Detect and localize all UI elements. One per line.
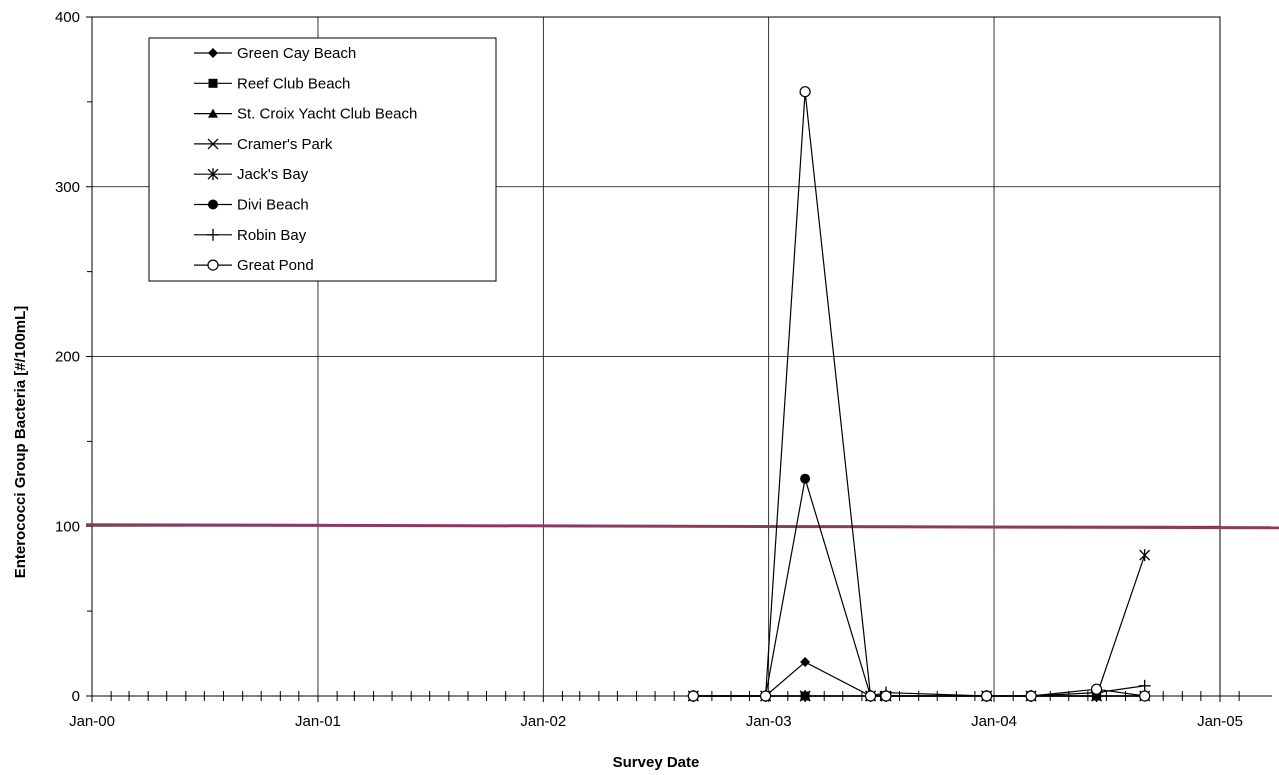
data-point-open-circle xyxy=(880,690,892,702)
legend-label: Reef Club Beach xyxy=(237,75,350,92)
data-point-diamond xyxy=(208,48,218,58)
y-tick-label: 400 xyxy=(55,9,80,26)
data-point-open-circle xyxy=(759,690,772,702)
legend-label: Great Pond xyxy=(237,257,314,274)
data-point-open-circle xyxy=(864,690,877,702)
data-point-open-circle xyxy=(1090,683,1103,695)
data-point-diamond xyxy=(800,657,811,668)
series-great-pond xyxy=(687,86,1151,702)
reference-line-layer xyxy=(85,523,1279,530)
legend-entry: Green Cay Beach xyxy=(194,45,356,62)
series-layer xyxy=(687,86,1151,702)
legend-entry: Cramer's Park xyxy=(194,136,333,153)
legend-entry: Reef Club Beach xyxy=(194,75,350,92)
x-tick-label: Jan-01 xyxy=(295,713,341,730)
marker-stroke xyxy=(207,138,219,150)
x-tick-label: Jan-00 xyxy=(69,713,115,730)
data-point-triangle xyxy=(208,108,218,118)
series-jack-s-bay xyxy=(687,549,1151,702)
data-point-plus xyxy=(799,690,812,702)
x-tick-label: Jan-02 xyxy=(520,713,566,730)
y-tick-label: 0 xyxy=(72,688,80,705)
data-point-plus xyxy=(207,228,219,241)
x-tick-label: Jan-03 xyxy=(746,713,792,730)
data-point-x xyxy=(207,138,219,150)
legend-label: Cramer's Park xyxy=(237,136,333,153)
axes: 0 100 200 300 400 Jan-00 Jan-01 Jan-02 Jan-03 Jan… xyxy=(55,9,1272,730)
legend-entry: Robin Bay xyxy=(194,227,307,244)
legend: Green Cay Beach Reef Club Beach St. Croix … xyxy=(148,37,497,282)
data-point-star xyxy=(1139,549,1151,562)
data-point-open-circle xyxy=(207,259,219,271)
data-point-open-circle xyxy=(687,690,699,702)
data-point-plus xyxy=(1138,679,1151,692)
legend-label: Divi Beach xyxy=(237,197,309,214)
legend-label: St. Croix Yacht Club Beach xyxy=(237,106,417,123)
x-tick-label: Jan-05 xyxy=(1197,713,1243,730)
reference-line xyxy=(85,523,1279,530)
series-line xyxy=(693,554,1146,697)
x-axis-label: Survey Date xyxy=(613,754,700,771)
legend-label: Robin Bay xyxy=(237,227,307,244)
legend-box xyxy=(148,37,497,282)
data-point-open-circle xyxy=(1025,690,1037,702)
series-line xyxy=(693,478,1145,697)
legend-label: Jack's Bay xyxy=(237,166,309,183)
legend-entry: Great Pond xyxy=(194,257,314,274)
data-point-circle xyxy=(800,473,811,484)
y-axis-label: Enterococci Group Bacteria [#/100mL] xyxy=(12,306,29,579)
series-line xyxy=(693,91,1145,697)
series-divi-beach xyxy=(688,473,1150,701)
x-tick-label: Jan-04 xyxy=(971,713,1017,730)
y-tick-label: 300 xyxy=(55,179,80,196)
data-point-open-circle xyxy=(1139,690,1151,702)
data-point-star xyxy=(207,168,219,181)
legend-entry: St. Croix Yacht Club Beach xyxy=(194,106,417,123)
y-tick-label: 100 xyxy=(55,518,80,535)
legend-label: Green Cay Beach xyxy=(237,45,356,62)
data-point-open-circle xyxy=(799,86,811,98)
data-point-square xyxy=(208,78,218,88)
y-tick-label: 200 xyxy=(55,349,80,366)
data-point-open-circle xyxy=(981,690,993,702)
data-point-circle xyxy=(208,199,218,210)
legend-entry: Divi Beach xyxy=(194,197,309,214)
legend-entry: Jack's Bay xyxy=(194,166,309,183)
